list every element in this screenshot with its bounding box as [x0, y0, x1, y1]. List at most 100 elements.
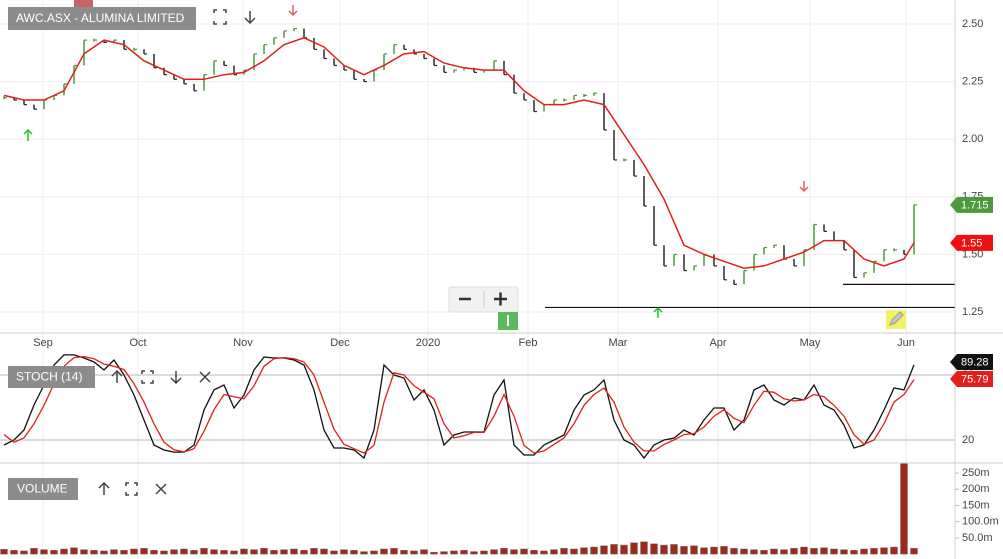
y-tick-label: 1.25	[962, 306, 983, 318]
maximize-icon[interactable]	[213, 9, 227, 25]
x-tick-label: Dec	[330, 337, 350, 349]
volume-bar	[720, 546, 728, 555]
volume-bar	[870, 548, 878, 555]
x-tick-label: Mar	[609, 337, 628, 349]
price-bar	[713, 254, 717, 267]
price-bar	[663, 245, 667, 267]
move-down-icon[interactable]	[170, 371, 182, 385]
x-tick-label: Jun	[897, 337, 915, 349]
volume-bar	[430, 551, 438, 555]
move-up-icon[interactable]	[98, 481, 110, 495]
value-tag-shape	[950, 234, 993, 251]
close-icon[interactable]	[199, 371, 211, 383]
volume-bar	[820, 547, 828, 555]
panel-title-box	[8, 7, 196, 30]
price-bar	[453, 69, 457, 73]
price-bar	[163, 67, 167, 76]
signal-arrows	[23, 5, 809, 318]
x-tick-label: Apr	[709, 337, 726, 349]
zoom-in-button[interactable]	[494, 292, 507, 306]
close-icon[interactable]	[155, 483, 167, 495]
volume-bar	[180, 548, 188, 555]
y-tick-label: 150m	[962, 499, 990, 511]
value-tag-label: 75.79	[961, 373, 989, 385]
price-bar	[673, 253, 677, 266]
edit-icon	[889, 311, 904, 326]
y-tick-label: 2.00	[962, 133, 983, 145]
y-tick-label: 1.50	[962, 248, 983, 260]
volume-bar	[140, 548, 148, 555]
move-up-icon[interactable]	[111, 369, 123, 383]
price-bar	[653, 206, 657, 246]
price-bar	[433, 58, 437, 67]
volume-bar	[730, 548, 738, 555]
volume-bar	[170, 549, 178, 555]
buy-arrow	[23, 128, 33, 141]
volume-bar	[200, 548, 208, 555]
volume-bar	[0, 549, 8, 555]
volume-bar	[470, 551, 478, 555]
panel-title-box	[8, 478, 78, 500]
price-bar	[253, 53, 257, 71]
volume-bar	[40, 549, 48, 555]
volume-bar	[250, 549, 258, 555]
y-tick-label: 20	[962, 434, 974, 446]
value-tag: 1.55	[950, 234, 993, 251]
price-bar	[443, 65, 447, 73]
price-bar	[503, 60, 507, 76]
volume-bar	[700, 547, 708, 555]
volume-bar	[880, 547, 888, 555]
volume-bar	[60, 548, 68, 555]
volume-bar	[270, 550, 278, 555]
price-bar	[373, 69, 377, 82]
volume-bar	[810, 548, 818, 555]
volume-bar	[380, 548, 388, 555]
price-bar	[303, 28, 307, 39]
move-down-icon[interactable]	[244, 11, 256, 25]
moving-average-line	[3, 36, 915, 269]
indicator-line	[3, 354, 915, 460]
panel-title: STOCH (14)	[16, 370, 82, 384]
volume-bar	[900, 463, 908, 555]
volume-bar	[320, 548, 328, 555]
price-bar	[703, 253, 707, 266]
volume-bar	[350, 550, 358, 555]
price-bar	[3, 96, 7, 100]
price-bar	[583, 93, 587, 97]
volume-bar	[210, 549, 218, 555]
maximize-icon[interactable]	[125, 482, 138, 496]
volume-bar	[800, 546, 808, 555]
price-bar	[863, 272, 867, 278]
price-bar	[283, 30, 287, 38]
price-bar	[753, 253, 757, 271]
maximize-icon[interactable]	[141, 370, 154, 384]
volume-bar	[440, 551, 448, 555]
price-bar	[683, 254, 687, 272]
value-tag-label: 1.715	[961, 199, 989, 211]
volume-bar	[510, 549, 518, 555]
volume-bar	[620, 544, 628, 555]
price-bar	[823, 224, 827, 232]
volume-bar	[90, 550, 98, 555]
volume-bar	[410, 550, 418, 555]
price-bar	[193, 83, 197, 92]
price-bar	[43, 99, 47, 110]
price-bar	[873, 260, 877, 273]
value-tag: 75.79	[950, 371, 993, 387]
volume-bar	[460, 550, 468, 555]
price-bar	[313, 37, 317, 50]
volume-bar	[480, 550, 488, 555]
price-bar	[623, 158, 627, 162]
volume-bar	[600, 545, 608, 555]
price-bar	[513, 74, 517, 94]
volume-bar	[790, 548, 798, 555]
volume-bar	[300, 550, 308, 555]
price-bar	[773, 244, 777, 248]
volume-bar	[160, 550, 168, 555]
volume-bar	[910, 548, 918, 555]
chart-title: AWC.ASX - ALUMINA LIMITED	[16, 11, 185, 25]
volume-bar	[830, 548, 838, 555]
y-tick-label: 2.25	[962, 75, 983, 87]
